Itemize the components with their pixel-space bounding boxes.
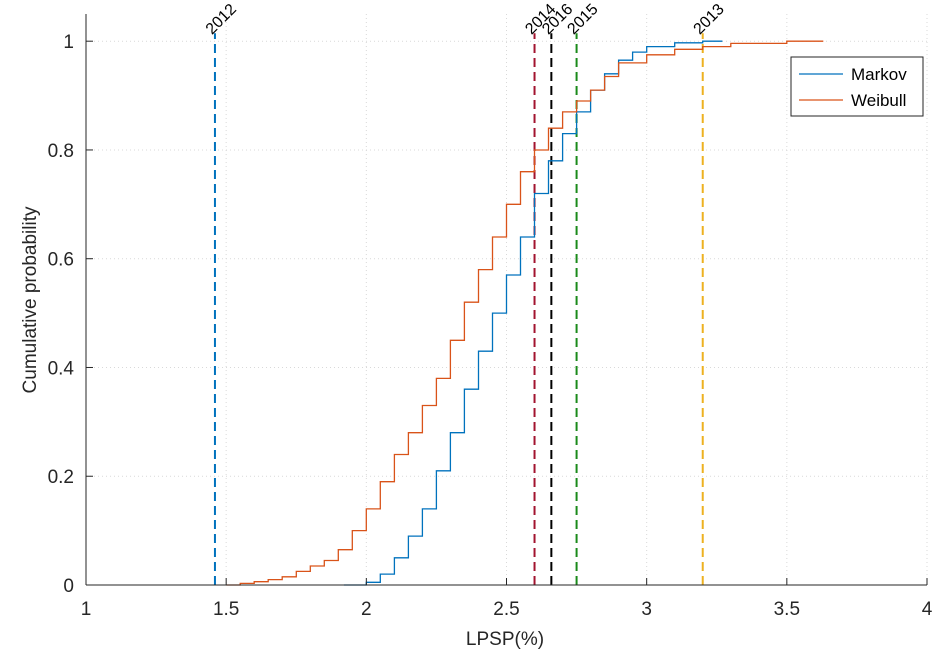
x-tick-label: 3 [641,599,652,620]
x-tick-label: 2 [361,599,372,620]
y-tick-label: 0.6 [48,250,74,271]
x-tick-label: 1.5 [213,599,239,620]
y-tick-label: 0.8 [48,141,74,162]
x-tick-label: 1 [81,599,92,620]
x-axis-title: LPSP(%) [466,629,544,650]
y-tick-label: 0.4 [48,358,75,379]
legend: Markov Weibull [790,56,924,117]
x-tick-label: 3.5 [774,599,800,620]
y-tick-label: 0 [63,576,74,597]
y-axis-title: Cumulative probability [20,206,41,393]
y-tick-label: 1 [63,32,74,53]
tick-labels: 1 1.5 2 2.5 3 3.5 4 0 0.2 0.4 0.6 0.8 1 [48,32,932,620]
x-tick-label: 2.5 [493,599,519,620]
legend-box [790,56,924,117]
series-line-markov [343,40,723,586]
legend-label-markov: Markov [851,65,907,84]
legend-label-weibull: Weibull [851,91,906,110]
y-tick-label: 0.2 [48,467,74,488]
axes [85,14,928,586]
series-lines [226,40,824,586]
x-tick-label: 4 [922,599,932,620]
series-line-weibull [226,40,824,586]
